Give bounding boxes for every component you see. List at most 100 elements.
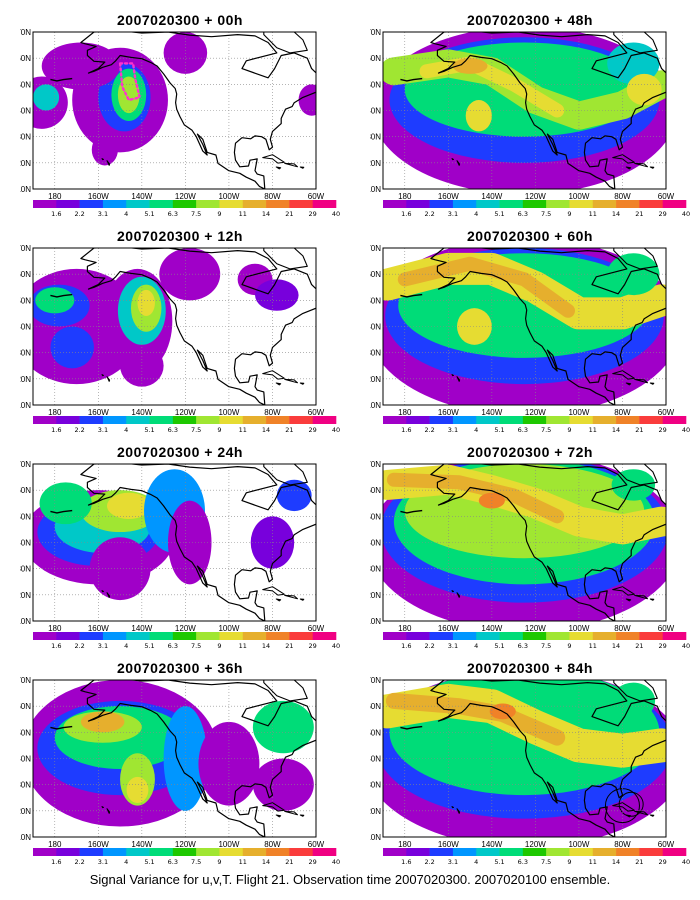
lon-label: 140W (481, 408, 502, 417)
colorbar-label: 21 (635, 210, 643, 216)
colorbar-swatch (522, 416, 547, 424)
colorbar-label: 21 (285, 426, 293, 432)
lat-label: 20N (20, 375, 31, 384)
colorbar-swatch (616, 416, 640, 424)
lon-label: 160W (88, 408, 109, 417)
lon-label: 100W (218, 624, 239, 633)
lat-label: 40N (20, 755, 31, 764)
colorbar-swatch (56, 416, 80, 424)
colorbar-label: 5.1 (494, 210, 504, 216)
panel-title: 2007020300 + 72h (467, 444, 593, 460)
gridlines (383, 680, 666, 837)
lon-label: 140W (131, 624, 152, 633)
colorbar-label: 4 (474, 858, 478, 864)
lat-label: 70N (20, 460, 31, 469)
lat-label: 60N (370, 702, 381, 711)
colorbar-swatch (196, 200, 220, 208)
colorbar-swatch (592, 200, 617, 208)
panel-title: 2007020300 + 48h (467, 12, 593, 28)
gridlines (33, 248, 316, 405)
lon-label: 160W (438, 192, 459, 201)
lat-label: 60N (20, 270, 31, 279)
colorbar: 1.6 2.2 3.1 4 5.1 6.3 7.5 9 11 14 21 29 40 (383, 848, 690, 864)
colorbar-label: 40 (682, 858, 690, 864)
colorbar-swatch (522, 200, 547, 208)
colorbar-label: 14 (612, 210, 620, 216)
lat-label: 40N (20, 107, 31, 116)
colorbar-swatch (79, 632, 104, 640)
lon-label: 60W (308, 624, 325, 633)
colorbar-label: 40 (332, 858, 340, 864)
panel-title: 2007020300 + 60h (467, 228, 593, 244)
map-panel: 2007020300 + 84h 70N 60N 50N 40N 30N 20N 10N 180… (370, 654, 690, 864)
lat-label: 60N (370, 486, 381, 495)
colorbar-swatch (476, 848, 500, 856)
colorbar-label: 40 (682, 642, 690, 648)
lon-label: 180 (398, 624, 412, 633)
colorbar-label: 6.3 (518, 210, 528, 216)
lon-label: 120W (175, 408, 196, 417)
lat-label: 10N (20, 185, 31, 194)
colorbar-swatch (569, 200, 594, 208)
colorbar-swatch (149, 632, 174, 640)
colorbar-swatch (242, 416, 267, 424)
lat-label: 20N (370, 159, 381, 168)
colorbar-swatch (172, 200, 197, 208)
colorbar-swatch (429, 416, 454, 424)
colorbar-swatch (266, 632, 290, 640)
colorbar-label: 5.1 (494, 426, 504, 432)
lon-label: 180 (398, 840, 412, 849)
lon-label: 80W (264, 408, 281, 417)
coastlines (50, 32, 316, 189)
colorbar-swatch (266, 416, 290, 424)
colorbar-label: 1.6 (51, 210, 61, 216)
colorbar-label: 21 (285, 642, 293, 648)
lat-label: 10N (370, 401, 381, 410)
panel-title: 2007020300 + 00h (117, 12, 243, 28)
lat-label: 50N (20, 80, 31, 89)
colorbar-label: 4 (474, 642, 478, 648)
map-panel: 2007020300 + 60h 70N 60N 50N 40N 30N 20N 10N 180… (370, 222, 690, 432)
colorbar-swatch (499, 848, 524, 856)
lon-label: 100W (568, 624, 589, 633)
lat-label: 20N (20, 807, 31, 816)
lat-label: 10N (370, 185, 381, 194)
colorbar-label: 21 (285, 210, 293, 216)
colorbar-label: 14 (612, 642, 620, 648)
lat-label: 40N (20, 323, 31, 332)
lat-label: 70N (370, 244, 381, 253)
variance-map: 70N 60N 50N 40N 30N 20N 10N 180 160W 140W 120W 100W… (370, 676, 690, 864)
colorbar-label: 4 (124, 858, 128, 864)
colorbar-label: 3.1 (98, 210, 108, 216)
lat-label: 10N (20, 833, 31, 842)
colorbar-swatch (196, 632, 220, 640)
colorbar-swatch (79, 848, 104, 856)
lat-label: 60N (20, 702, 31, 711)
colorbar-swatch (452, 416, 477, 424)
lat-label: 30N (20, 349, 31, 358)
colorbar-label: 7.5 (191, 426, 201, 432)
colorbar-label: 11 (589, 642, 597, 648)
map-panel: 2007020300 + 00h 70N 60N 50N 40N 30N 20N 10N 180… (20, 6, 340, 216)
colorbar-label: 29 (309, 426, 317, 432)
panel-title: 2007020300 + 12h (117, 228, 243, 244)
colorbar-swatch (476, 632, 500, 640)
colorbar-swatch (546, 200, 570, 208)
lon-label: 180 (48, 192, 62, 201)
variance-map: 70N 60N 50N 40N 30N 20N 10N 180 160W 140W 120W 100W… (370, 28, 690, 216)
lon-label: 60W (658, 624, 675, 633)
colorbar-label: 40 (332, 210, 340, 216)
lat-label: 30N (20, 781, 31, 790)
colorbar-swatch (149, 848, 174, 856)
colorbar-label: 6.3 (518, 858, 528, 864)
colorbar-label: 29 (309, 858, 317, 864)
colorbar-swatch (149, 200, 174, 208)
colorbar-label: 6.3 (518, 426, 528, 432)
colorbar-swatch (616, 632, 640, 640)
lon-label: 140W (131, 192, 152, 201)
colorbar-label: 6.3 (168, 858, 178, 864)
lat-label: 50N (370, 80, 381, 89)
lat-label: 30N (20, 565, 31, 574)
colorbar-label: 40 (332, 426, 340, 432)
colorbar-swatch (196, 848, 220, 856)
